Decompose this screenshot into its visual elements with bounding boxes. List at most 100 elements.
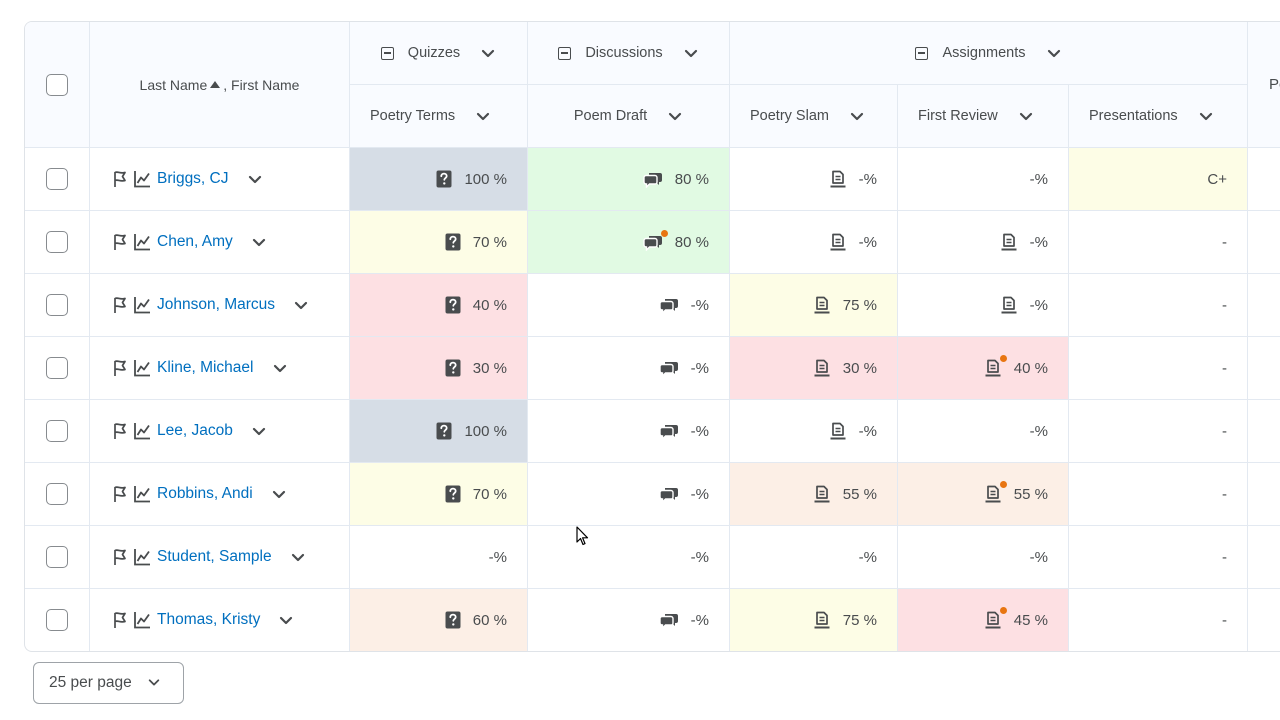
grade-cell[interactable]: 80 % [528, 148, 730, 211]
grade-cell[interactable]: -% [730, 400, 898, 463]
grade-cell[interactable]: -% [898, 274, 1069, 337]
grade-cell[interactable]: -% [528, 526, 730, 589]
flag-icon[interactable] [113, 359, 127, 377]
grade-cell[interactable]: -% [528, 589, 730, 651]
grade-cell[interactable]: - [1069, 463, 1248, 526]
student-menu-chevron-icon[interactable] [247, 171, 263, 187]
grade-cell[interactable]: - [1069, 211, 1248, 274]
grade-cell[interactable]: 30 % [730, 337, 898, 400]
student-name-link[interactable]: Thomas, Kristy [157, 611, 261, 628]
stats-icon[interactable] [133, 485, 151, 503]
grade-cell[interactable]: 80 % [528, 211, 730, 274]
grade-cell[interactable]: -% [898, 400, 1069, 463]
row-checkbox[interactable] [46, 294, 68, 316]
flag-icon[interactable] [113, 296, 127, 314]
grade-cell[interactable]: 55 % [898, 463, 1069, 526]
flag-icon[interactable] [113, 233, 127, 251]
grade-item-menu-chevron-icon[interactable] [1018, 108, 1034, 124]
student-name-link[interactable]: Kline, Michael [157, 359, 254, 376]
flag-icon[interactable] [113, 422, 127, 440]
student-menu-chevron-icon[interactable] [251, 423, 267, 439]
grade-item-menu-chevron-icon[interactable] [475, 108, 491, 124]
grade-cell[interactable]: -% [730, 148, 898, 211]
grade-cell[interactable]: - [1069, 526, 1248, 589]
grade-cell[interactable]: C+ [1069, 148, 1248, 211]
grade-cell[interactable]: -% [730, 211, 898, 274]
grade-cell[interactable]: 100 % [350, 400, 528, 463]
grade-cell[interactable]: 70 % [350, 211, 528, 274]
grade-cell[interactable]: 100 % [350, 148, 528, 211]
stats-icon[interactable] [133, 233, 151, 251]
flag-icon[interactable] [113, 170, 127, 188]
category-menu-chevron-icon[interactable] [1046, 45, 1062, 61]
grade-cell[interactable]: 40 % [350, 274, 528, 337]
row-checkbox[interactable] [46, 231, 68, 253]
stats-icon[interactable] [133, 359, 151, 377]
category-menu-chevron-icon[interactable] [683, 45, 699, 61]
student-name-link[interactable]: Briggs, CJ [157, 170, 229, 187]
collapse-icon[interactable] [915, 46, 929, 60]
grade-cell[interactable]: -% [730, 526, 898, 589]
student-name-link[interactable]: Johnson, Marcus [157, 296, 276, 313]
student-menu-chevron-icon[interactable] [290, 549, 306, 565]
stats-icon[interactable] [133, 548, 151, 566]
grade-cell[interactable]: 55 % [730, 463, 898, 526]
student-menu-chevron-icon[interactable] [272, 360, 288, 376]
student-menu-chevron-icon[interactable] [251, 234, 267, 250]
grade-cell[interactable]: 30 % [350, 337, 528, 400]
per-page-select[interactable]: 25 per page [33, 662, 184, 704]
grade-item-menu-chevron-icon[interactable] [1198, 108, 1214, 124]
row-checkbox[interactable] [46, 609, 68, 631]
collapse-icon[interactable] [380, 46, 394, 60]
grade-cell[interactable]: -% [350, 526, 528, 589]
grade-item-menu-chevron-icon[interactable] [849, 108, 865, 124]
grade-cell[interactable]: - [1069, 337, 1248, 400]
row-checkbox[interactable] [46, 168, 68, 190]
grade-cell[interactable]: - [1069, 400, 1248, 463]
stats-icon[interactable] [133, 611, 151, 629]
category-menu-chevron-icon[interactable] [480, 45, 496, 61]
row-checkbox[interactable] [46, 420, 68, 442]
flag-icon[interactable] [113, 548, 127, 566]
select-all-checkbox[interactable] [46, 73, 68, 96]
grade-cell[interactable]: 45 % [898, 589, 1069, 651]
student-name-link[interactable]: Lee, Jacob [157, 422, 233, 439]
student-menu-chevron-icon[interactable] [278, 612, 294, 628]
student-menu-chevron-icon[interactable] [271, 486, 287, 502]
grade-item-header[interactable]: Presentations [1069, 85, 1248, 148]
grade-item-header[interactable]: Poetry Terms [350, 85, 528, 148]
grade-item-header[interactable]: Poetry Slam [730, 85, 898, 148]
student-name-link[interactable]: Student, Sample [157, 548, 272, 565]
stats-icon[interactable] [133, 422, 151, 440]
new-activity-dot-icon [999, 355, 1007, 362]
student-name-link[interactable]: Robbins, Andi [157, 485, 253, 502]
student-menu-chevron-icon[interactable] [293, 297, 309, 313]
grade-cell[interactable]: -% [898, 211, 1069, 274]
stats-icon[interactable] [133, 170, 151, 188]
grade-cell[interactable]: -% [528, 463, 730, 526]
grade-cell[interactable]: 40 % [898, 337, 1069, 400]
name-column-header[interactable]: Last Name , First Name [90, 22, 350, 148]
stats-icon[interactable] [133, 296, 151, 314]
grade-cell[interactable]: -% [528, 337, 730, 400]
row-checkbox[interactable] [46, 483, 68, 505]
grade-cell[interactable]: -% [898, 526, 1069, 589]
grade-item-header[interactable]: Poem Draft [528, 85, 730, 148]
row-checkbox[interactable] [46, 357, 68, 379]
grade-item-header[interactable]: First Review [898, 85, 1069, 148]
row-checkbox[interactable] [46, 546, 68, 568]
grade-cell[interactable]: - [1069, 274, 1248, 337]
flag-icon[interactable] [113, 485, 127, 503]
grade-cell[interactable]: 75 % [730, 274, 898, 337]
flag-icon[interactable] [113, 611, 127, 629]
grade-cell[interactable]: 70 % [350, 463, 528, 526]
collapse-icon[interactable] [558, 46, 572, 60]
grade-cell[interactable]: -% [898, 148, 1069, 211]
grade-cell[interactable]: 75 % [730, 589, 898, 651]
grade-cell[interactable]: -% [528, 274, 730, 337]
grade-item-menu-chevron-icon[interactable] [667, 108, 683, 124]
grade-cell[interactable]: - [1069, 589, 1248, 651]
student-name-link[interactable]: Chen, Amy [157, 233, 233, 250]
grade-cell[interactable]: -% [528, 400, 730, 463]
grade-cell[interactable]: 60 % [350, 589, 528, 651]
